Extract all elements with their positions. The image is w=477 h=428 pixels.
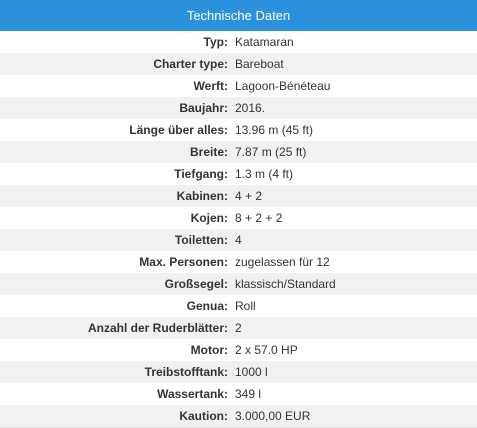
spec-label: Werft: <box>193 79 228 93</box>
spec-row-kojen: Kojen: 8 + 2 + 2 <box>0 207 477 229</box>
spec-value: 349 l <box>235 387 262 401</box>
spec-value: 2016. <box>235 101 266 115</box>
specs-table: Typ: Katamaran Charter type: Bareboat We… <box>0 31 477 427</box>
spec-value: Katamaran <box>235 35 294 49</box>
spec-label: Kabinen: <box>176 189 228 203</box>
spec-label: Baujahr: <box>179 101 228 115</box>
spec-row-ruderblaetter: Anzahl der Ruderblätter: 2 <box>0 317 477 339</box>
spec-value: 2 <box>235 321 242 335</box>
spec-label: Großsegel: <box>164 277 228 291</box>
spec-label: Typ: <box>203 35 228 49</box>
spec-row-kabinen: Kabinen: 4 + 2 <box>0 185 477 207</box>
spec-value: 3.000,00 EUR <box>235 409 311 423</box>
spec-value: klassisch/Standard <box>235 277 336 291</box>
spec-value: 2 x 57.0 HP <box>235 343 298 357</box>
spec-value: 7.87 m (25 ft) <box>235 145 307 159</box>
spec-label: Max. Personen: <box>139 255 228 269</box>
spec-label: Treibstofftank: <box>144 365 228 379</box>
spec-value: 4 + 2 <box>235 189 263 203</box>
spec-row-treibstofftank: Treibstofftank: 1000 l <box>0 361 477 383</box>
spec-row-genua: Genua: Roll <box>0 295 477 317</box>
spec-row-breite: Breite: 7.87 m (25 ft) <box>0 141 477 163</box>
spec-value: 1000 l <box>235 365 268 379</box>
spec-row-grosssegel: Großsegel: klassisch/Standard <box>0 273 477 295</box>
spec-row-max-personen: Max. Personen: zugelassen für 12 <box>0 251 477 273</box>
spec-row-toiletten: Toiletten: 4 <box>0 229 477 251</box>
spec-label: Genua: <box>186 299 228 313</box>
spec-label: Charter type: <box>153 57 228 71</box>
spec-value: 13.96 m (45 ft) <box>235 123 314 137</box>
spec-row-laenge: Länge über alles: 13.96 m (45 ft) <box>0 119 477 141</box>
spec-label: Breite: <box>189 145 228 159</box>
spec-value: 4 <box>235 233 242 247</box>
spec-label: Wassertank: <box>157 387 228 401</box>
panel-header: Technische Daten <box>0 0 477 31</box>
spec-row-werft: Werft: Lagoon-Bénéteau <box>0 75 477 97</box>
spec-row-tiefgang: Tiefgang: 1.3 m (4 ft) <box>0 163 477 185</box>
spec-row-baujahr: Baujahr: 2016. <box>0 97 477 119</box>
spec-row-typ: Typ: Katamaran <box>0 31 477 53</box>
spec-row-wassertank: Wassertank: 349 l <box>0 383 477 405</box>
spec-label: Tiefgang: <box>174 167 228 181</box>
spec-value: Bareboat <box>235 57 284 71</box>
panel-title: Technische Daten <box>186 8 291 23</box>
spec-label: Anzahl der Ruderblätter: <box>87 321 228 335</box>
spec-row-kaution: Kaution: 3.000,00 EUR <box>0 405 477 427</box>
spec-label: Kaution: <box>179 409 228 423</box>
spec-value: Lagoon-Bénéteau <box>235 79 331 93</box>
spec-label: Kojen: <box>190 211 228 225</box>
spec-value: 8 + 2 + 2 <box>235 211 283 225</box>
spec-value: Roll <box>235 299 256 313</box>
spec-label: Motor: <box>190 343 228 357</box>
spec-row-motor: Motor: 2 x 57.0 HP <box>0 339 477 361</box>
spec-label: Länge über alles: <box>129 123 228 137</box>
spec-value: zugelassen für 12 <box>235 255 330 269</box>
spec-value: 1.3 m (4 ft) <box>235 167 294 181</box>
spec-label: Toiletten: <box>174 233 228 247</box>
spec-row-charter-type: Charter type: Bareboat <box>0 53 477 75</box>
